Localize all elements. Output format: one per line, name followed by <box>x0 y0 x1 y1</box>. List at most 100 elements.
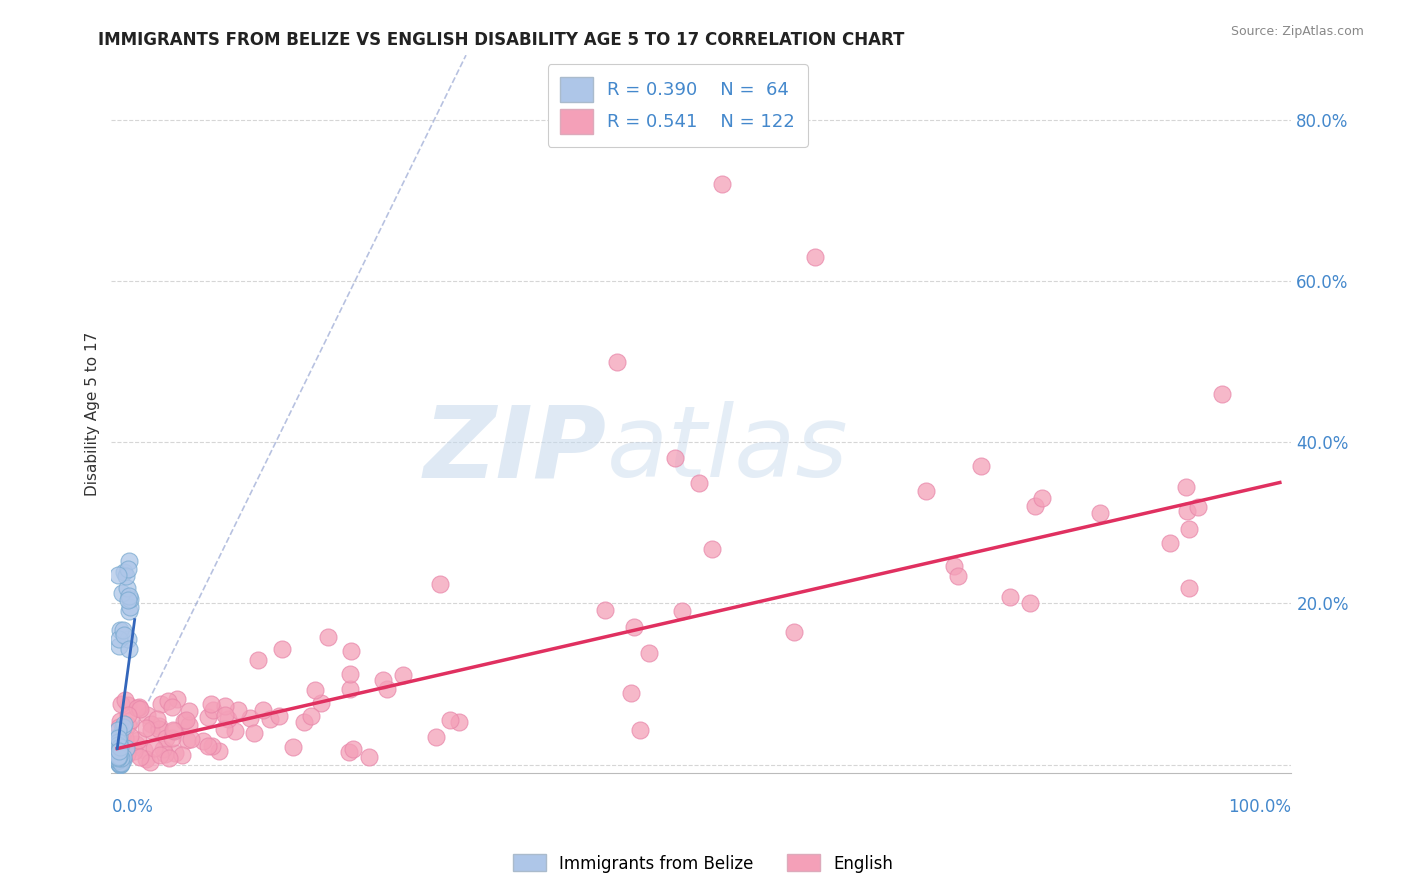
Point <box>165 746 187 760</box>
Point <box>117 708 139 723</box>
Point <box>135 751 157 765</box>
Point <box>179 718 201 732</box>
Point <box>117 562 139 576</box>
Point <box>107 731 129 746</box>
Point <box>117 554 139 568</box>
Point <box>107 567 129 582</box>
Point <box>628 723 651 737</box>
Point <box>107 750 129 764</box>
Point <box>107 753 129 767</box>
Point <box>105 747 128 761</box>
Text: 100.0%: 100.0% <box>1229 798 1292 816</box>
Point <box>108 751 131 765</box>
Point <box>110 751 132 765</box>
Point <box>108 751 131 765</box>
Point <box>115 747 138 761</box>
Point <box>201 703 224 717</box>
Point <box>155 731 177 746</box>
Point <box>115 741 138 756</box>
Point <box>174 713 197 727</box>
Point <box>429 577 451 591</box>
Text: ZIP: ZIP <box>425 401 607 499</box>
Point <box>105 746 128 760</box>
Point <box>122 744 145 758</box>
Point <box>107 741 129 756</box>
Point <box>108 756 131 770</box>
Point <box>197 739 219 753</box>
Point <box>120 713 142 727</box>
Point <box>108 755 131 769</box>
Text: 0.0%: 0.0% <box>111 798 153 816</box>
Point <box>309 696 332 710</box>
Point <box>1175 504 1198 518</box>
Text: Source: ZipAtlas.com: Source: ZipAtlas.com <box>1230 25 1364 38</box>
Point <box>214 722 236 736</box>
Point <box>108 632 131 646</box>
Point <box>375 682 398 697</box>
Point <box>1031 491 1053 505</box>
Point <box>299 709 322 723</box>
Point <box>1177 581 1199 595</box>
Point <box>111 739 134 753</box>
Point <box>1159 536 1181 550</box>
Point <box>915 483 938 498</box>
Point <box>304 682 326 697</box>
Point <box>214 707 236 722</box>
Point <box>226 703 249 717</box>
Legend: Immigrants from Belize, English: Immigrants from Belize, English <box>506 847 900 880</box>
Point <box>107 753 129 767</box>
Point <box>136 708 159 723</box>
Point <box>243 725 266 739</box>
Point <box>782 624 804 639</box>
Point <box>177 704 200 718</box>
Point <box>124 737 146 751</box>
Point <box>117 632 139 647</box>
Point <box>107 743 129 757</box>
Point <box>208 744 231 758</box>
Point <box>132 743 155 757</box>
Point <box>593 603 616 617</box>
Point <box>224 724 246 739</box>
Point <box>247 653 270 667</box>
Point <box>342 742 364 756</box>
Point <box>623 620 645 634</box>
Point <box>664 451 686 466</box>
Point <box>107 723 129 737</box>
Point <box>110 756 132 770</box>
Point <box>155 747 177 761</box>
Point <box>1174 480 1197 494</box>
Point <box>117 698 139 712</box>
Point <box>141 716 163 731</box>
Point <box>217 712 239 726</box>
Point <box>149 698 172 712</box>
Point <box>114 693 136 707</box>
Point <box>162 723 184 737</box>
Point <box>139 756 162 770</box>
Point <box>111 731 134 745</box>
Point <box>108 640 131 654</box>
Point <box>1024 500 1046 514</box>
Point <box>316 630 339 644</box>
Point <box>117 718 139 732</box>
Point <box>292 715 315 730</box>
Point <box>107 753 129 767</box>
Point <box>107 729 129 743</box>
Point <box>110 623 132 637</box>
Point <box>117 593 139 607</box>
Point <box>339 745 361 759</box>
Point <box>108 749 131 764</box>
Point <box>259 712 281 726</box>
Point <box>117 604 139 618</box>
Point <box>107 756 129 770</box>
Point <box>143 740 166 755</box>
Point <box>239 711 262 725</box>
Point <box>107 743 129 757</box>
Point <box>197 710 219 724</box>
Point <box>948 569 970 583</box>
Point <box>110 751 132 765</box>
Point <box>127 733 149 747</box>
Point <box>160 699 183 714</box>
Point <box>201 739 224 753</box>
Point <box>270 641 292 656</box>
Point <box>214 699 236 714</box>
